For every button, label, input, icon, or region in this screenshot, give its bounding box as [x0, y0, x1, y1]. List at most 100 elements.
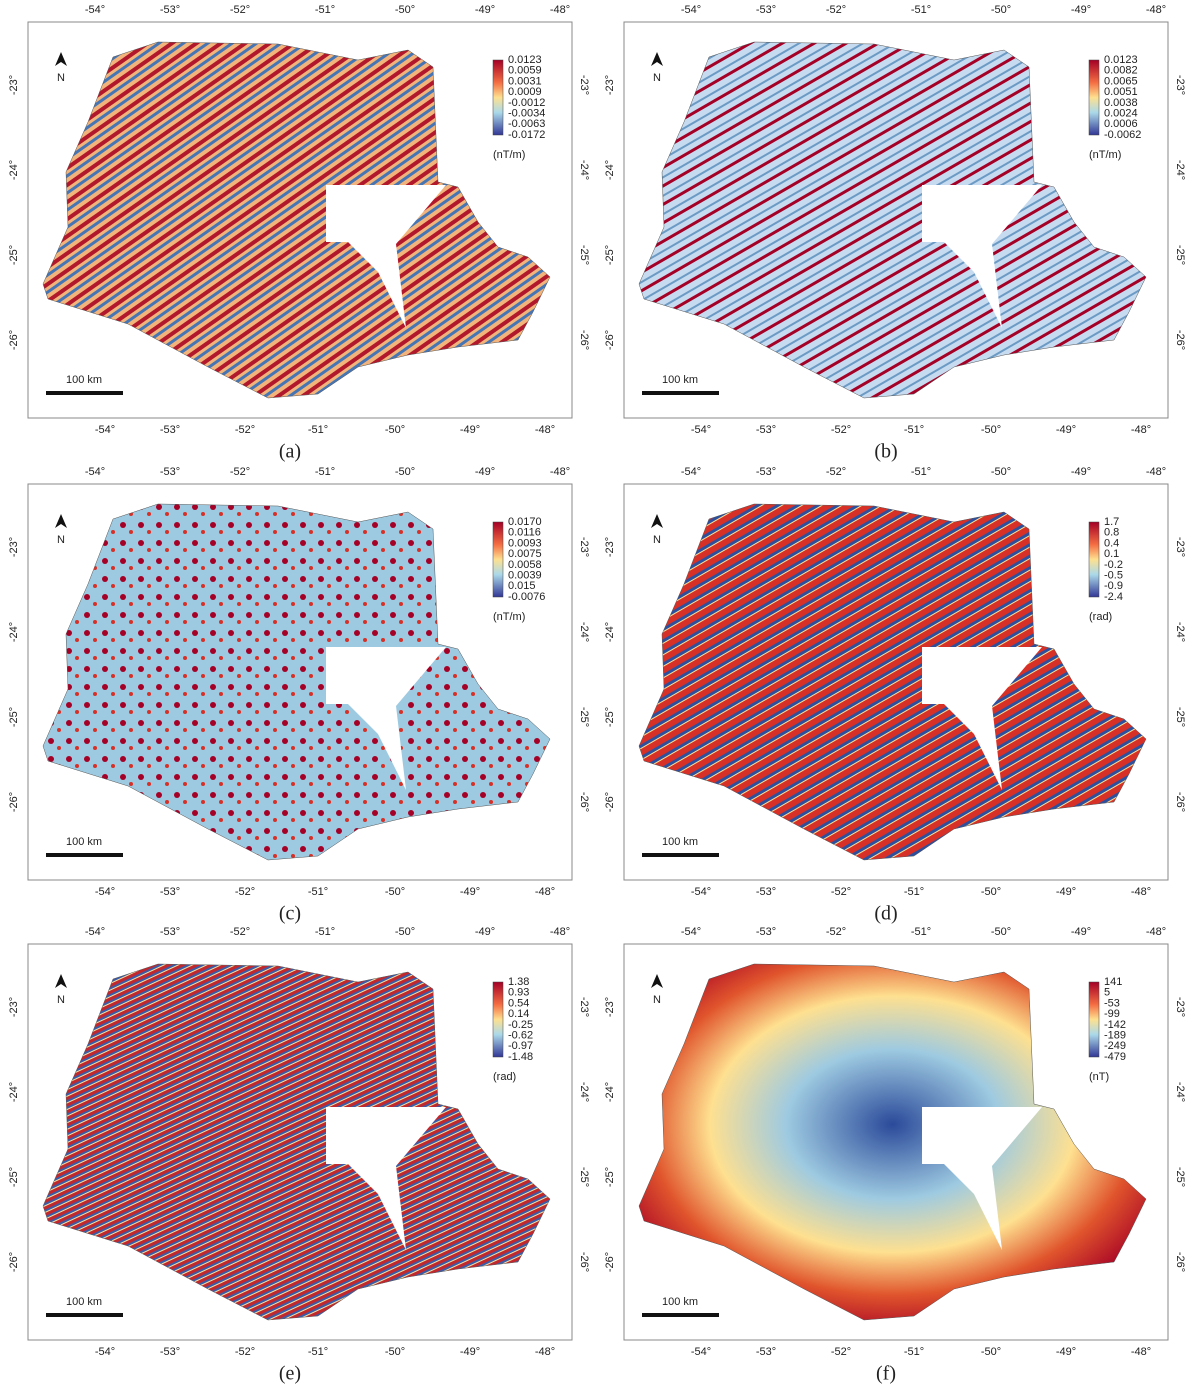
lon-label: -49° [475, 926, 495, 938]
lat-label: -23° [1174, 997, 1185, 1017]
map-area [43, 964, 550, 1320]
lon-label: -51° [315, 4, 335, 16]
lon-label: -51° [308, 424, 328, 436]
lon-label: -50° [395, 4, 415, 16]
lat-label: -24° [604, 1082, 616, 1102]
lat-label: -24° [578, 622, 590, 642]
lon-label: -51° [904, 886, 924, 898]
scale-bar [46, 1313, 123, 1317]
lon-label: -52° [230, 466, 250, 478]
lon-label: -54° [691, 424, 711, 436]
lon-label: -49° [1071, 466, 1091, 478]
north-arrow [55, 974, 67, 988]
lon-label: -50° [981, 424, 1001, 436]
scale-bar [46, 391, 123, 395]
panel-label: (d) [874, 903, 897, 925]
lat-label: -25° [578, 1167, 590, 1187]
lon-label: -54° [85, 466, 105, 478]
lon-label: -48° [1146, 4, 1166, 16]
lon-label: -50° [395, 466, 415, 478]
lon-label: -53° [160, 886, 180, 898]
lat-label: -26° [578, 330, 590, 350]
colorbar-label: -0.0172 [508, 129, 545, 141]
lon-label: -50° [385, 886, 405, 898]
lon-label: -48° [1146, 926, 1166, 938]
lat-label: -25° [578, 707, 590, 727]
lat-label: -26° [604, 1252, 616, 1272]
lat-label: -25° [1174, 707, 1185, 727]
lon-label: -50° [991, 466, 1011, 478]
lon-label: -51° [911, 926, 931, 938]
colorbar [1089, 522, 1099, 597]
lon-label: -53° [160, 424, 180, 436]
lon-label: -50° [991, 4, 1011, 16]
lat-label: -26° [578, 1252, 590, 1272]
lat-label: -26° [8, 1252, 20, 1272]
scale-label: 100 km [662, 836, 698, 848]
scale-bar [642, 1313, 719, 1317]
panel-label: (c) [279, 903, 301, 925]
lon-label: -54° [95, 886, 115, 898]
lon-label: -52° [235, 424, 255, 436]
lon-label: -49° [1071, 4, 1091, 16]
map-area [43, 504, 550, 860]
colorbar-unit: (nT/m) [493, 149, 525, 161]
colorbar [1089, 982, 1099, 1057]
lon-label: -48° [550, 926, 570, 938]
lon-label: -52° [230, 4, 250, 16]
scale-label: 100 km [662, 1296, 698, 1308]
lat-label: -23° [578, 537, 590, 557]
lon-label: -50° [395, 926, 415, 938]
lat-label: -25° [1174, 245, 1185, 265]
lon-label: -53° [160, 926, 180, 938]
lon-label: -52° [831, 886, 851, 898]
lat-label: -25° [578, 245, 590, 265]
lon-label: -51° [308, 886, 328, 898]
lon-label: -53° [756, 466, 776, 478]
lon-label: -51° [904, 1346, 924, 1358]
lat-label: -24° [1174, 1082, 1185, 1102]
lon-label: -51° [911, 4, 931, 16]
lon-label: -49° [460, 886, 480, 898]
lon-label: -52° [230, 926, 250, 938]
panel-label: (f) [876, 1363, 896, 1385]
lon-label: -48° [550, 466, 570, 478]
lat-label: -24° [578, 1082, 590, 1102]
lon-label: -50° [981, 1346, 1001, 1358]
colorbar-unit: (nT/m) [493, 611, 525, 623]
lat-label: -26° [578, 792, 590, 812]
lon-label: -52° [235, 886, 255, 898]
lat-label: -24° [1174, 160, 1185, 180]
lat-label: -24° [1174, 622, 1185, 642]
lon-label: -54° [681, 466, 701, 478]
lat-label: -24° [8, 622, 20, 642]
colorbar [1089, 60, 1099, 135]
colorbar-unit: (nT) [1089, 1071, 1109, 1083]
lat-label: -23° [578, 997, 590, 1017]
colorbar [493, 60, 503, 135]
lon-label: -48° [535, 424, 555, 436]
lat-label: -23° [8, 75, 20, 95]
lon-label: -52° [235, 1346, 255, 1358]
lon-label: -53° [160, 466, 180, 478]
lon-label: -48° [535, 1346, 555, 1358]
lon-label: -52° [831, 424, 851, 436]
lon-label: -53° [756, 4, 776, 16]
colorbar-label: -0.0062 [1104, 129, 1141, 141]
colorbar-unit: (rad) [1089, 611, 1112, 623]
north-arrow [55, 52, 67, 66]
lon-label: -49° [1056, 1346, 1076, 1358]
north-arrow [651, 974, 663, 988]
scale-label: 100 km [66, 374, 102, 386]
lat-label: -25° [8, 707, 20, 727]
lon-label: -49° [460, 424, 480, 436]
lat-label: -26° [604, 792, 616, 812]
lat-label: -24° [604, 622, 616, 642]
lon-label: -52° [826, 926, 846, 938]
north-label: N [57, 534, 65, 546]
lon-label: -53° [160, 4, 180, 16]
map-panel: -54°-53°-52°-51°-50°-49°-48°-54°-53°-52°… [8, 4, 590, 463]
lon-label: -48° [1131, 424, 1151, 436]
lat-label: -23° [604, 537, 616, 557]
lon-label: -54° [95, 1346, 115, 1358]
